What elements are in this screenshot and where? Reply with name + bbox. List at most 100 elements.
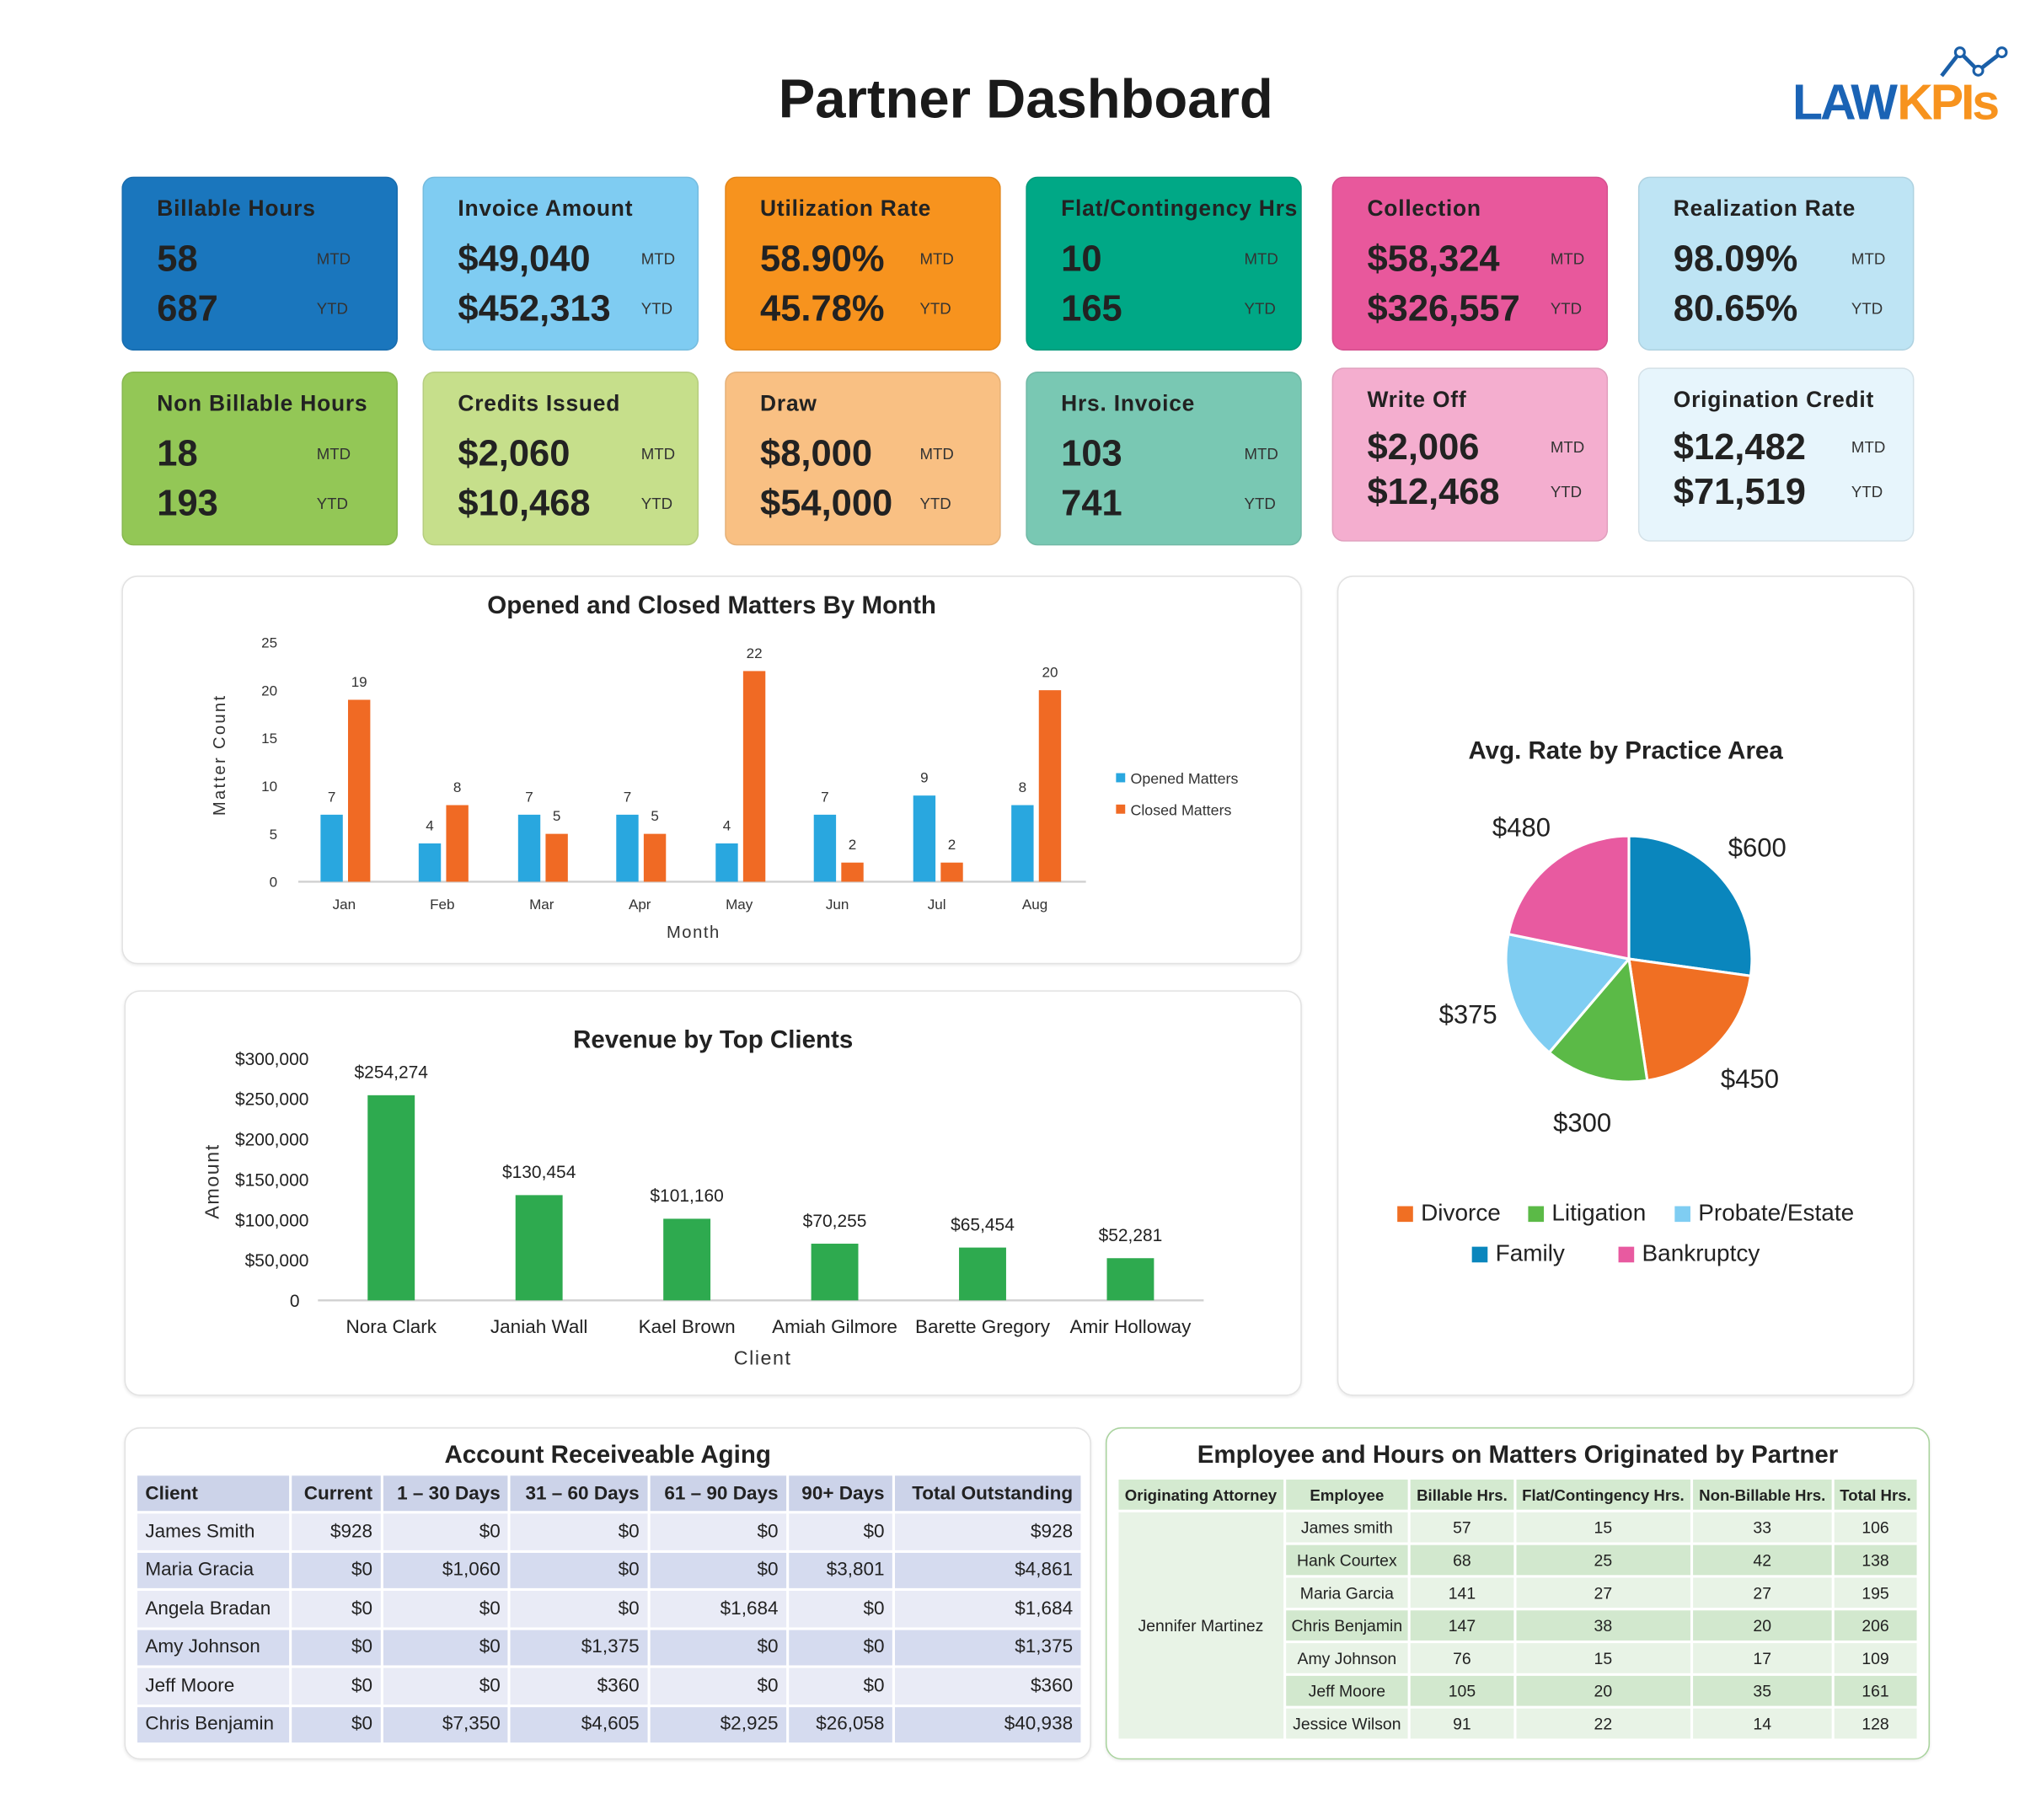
table-row: Jessice Wilson 91 22 14 128 [1118, 1708, 1917, 1739]
table-row: Amy Johnson 76 15 17 109 [1118, 1643, 1917, 1673]
revenue-chart-panel: Revenue by Top Clients [124, 990, 1302, 1396]
bar-opened-matters [813, 814, 837, 882]
table-cell: 15 [1515, 1643, 1690, 1673]
kpi-mtd-value: 58.90% [760, 238, 885, 279]
kpi-card-invoice-amount: Invoice Amount $49,040 $452,313 MTD YTD [422, 176, 699, 351]
column-header: Flat/Contingency Hrs. [1515, 1479, 1690, 1510]
data-label: $52,281 [1099, 1226, 1163, 1245]
kpi-title: Billable Hours [157, 195, 316, 222]
slice-label: $375 [1439, 1000, 1497, 1030]
employee-title: Employee and Hours on Matters Originated… [1197, 1441, 1839, 1469]
table-cell: $0 [650, 1552, 786, 1588]
y-tick-label: 5 [270, 827, 278, 843]
table-cell: Amy Johnson [1285, 1643, 1409, 1673]
pie-slice-divorce [1627, 957, 1753, 1083]
table-cell: Jessice Wilson [1285, 1708, 1409, 1739]
table-cell: $40,938 [895, 1706, 1081, 1743]
data-label: 22 [747, 645, 763, 661]
table-cell: $1,375 [511, 1629, 647, 1666]
legend-label: Family [1495, 1239, 1565, 1266]
kpi-mtd-value: $8,000 [760, 432, 873, 474]
bar-closed-matters [742, 671, 766, 882]
bar-closed-matters [545, 833, 568, 882]
chart-title: Avg. Rate by Practice Area [1468, 737, 1783, 766]
column-header: 31 – 60 Days [511, 1475, 647, 1512]
kpi-card-write-off: Write Off $2,006 $12,468 MTD YTD [1331, 367, 1609, 542]
pie-slice-litigation [1547, 956, 1649, 1084]
legend-item: Divorce [1397, 1200, 1501, 1228]
data-label: 4 [426, 817, 434, 833]
table-cell: $4,605 [511, 1706, 647, 1743]
kpi-ytd-value: 193 [157, 482, 218, 524]
table-cell: 15 [1515, 1512, 1690, 1543]
column-header: Client [137, 1475, 290, 1512]
bar-revenue [367, 1095, 415, 1301]
table-cell: $4,861 [895, 1552, 1081, 1588]
kpi-card-non-billable-hours: Non Billable Hours 18 193 MTD YTD [121, 371, 398, 546]
bar-closed-matters [841, 862, 864, 882]
kpi-ytd-value: $71,519 [1673, 470, 1806, 512]
table-cell: 14 [1693, 1708, 1832, 1739]
table-cell: $0 [788, 1513, 892, 1550]
bar-opened-matters [320, 814, 343, 882]
y-tick-label: $50,000 [245, 1251, 309, 1271]
data-label: 8 [1019, 779, 1027, 795]
legend-swatch [1528, 1205, 1545, 1222]
table-cell: 38 [1515, 1610, 1690, 1641]
x-tick-label: Jan [333, 897, 356, 913]
kpi-title: Draw [760, 391, 817, 416]
y-tick-label: 25 [261, 635, 277, 651]
kpi-ytd-value: 687 [157, 287, 218, 329]
table-cell: $1,684 [650, 1590, 786, 1627]
x-tick-label: Mar [529, 897, 554, 913]
x-tick-label: Janiah Wall [490, 1316, 587, 1337]
table-cell: 17 [1693, 1643, 1832, 1673]
table-row: Chris Benjamin 147 38 20 206 [1118, 1610, 1917, 1641]
lawkpis-logo: LAW KPIs [1790, 45, 2012, 136]
y-tick-label: 0 [290, 1292, 300, 1311]
bar-revenue [811, 1244, 859, 1301]
bar-opened-matters [616, 814, 639, 882]
y-tick-label: $250,000 [235, 1090, 308, 1110]
legend-swatch [1618, 1245, 1635, 1262]
table-cell: 128 [1834, 1708, 1917, 1739]
table-cell: $928 [292, 1513, 381, 1550]
y-axis-title: Matter Count [211, 694, 229, 816]
ar-title: Account Receiveable Aging [444, 1441, 771, 1469]
data-label: 2 [948, 837, 956, 853]
legend-label: Closed Matters [1130, 801, 1231, 818]
column-header: 1 – 30 Days [383, 1475, 509, 1512]
bar-closed-matters [1038, 690, 1062, 882]
pie-slice-bankruptcy [1507, 834, 1631, 961]
table-cell: 106 [1834, 1512, 1917, 1543]
kpi-title: Credits Issued [458, 391, 621, 416]
y-tick-label: 0 [270, 875, 278, 891]
legend-item: Probate/Estate [1674, 1200, 1854, 1228]
table-row: Jeff Moore $0 $0 $360 $0 $0 $360 [137, 1667, 1081, 1705]
legend-label: Divorce [1421, 1199, 1501, 1226]
table-cell: $0 [383, 1590, 509, 1627]
employee-hours-panel: Employee and Hours on Matters Originated… [1105, 1427, 1931, 1760]
table-cell: 33 [1693, 1512, 1832, 1543]
table-cell: $360 [511, 1667, 647, 1705]
table-row: Amy Johnson $0 $0 $1,375 $0 $0 $1,375 [137, 1629, 1081, 1666]
data-label: 20 [1042, 665, 1058, 681]
mtd-label: MTD [919, 249, 954, 269]
table-cell: $360 [895, 1667, 1081, 1705]
column-header: 61 – 90 Days [650, 1475, 786, 1512]
table-cell: 109 [1834, 1643, 1917, 1673]
legend-label: Litigation [1551, 1199, 1647, 1226]
table-cell: $0 [383, 1629, 509, 1666]
data-label: 7 [328, 789, 336, 805]
table-row: Hank Courtex 68 25 42 138 [1118, 1544, 1917, 1576]
table-cell: 27 [1515, 1577, 1690, 1609]
table-cell: $0 [292, 1706, 381, 1743]
bar-revenue [959, 1247, 1006, 1301]
ytd-label: YTD [640, 494, 673, 513]
mtd-label: MTD [1244, 444, 1278, 463]
kpi-ytd-value: 741 [1061, 482, 1122, 524]
data-label: 4 [723, 817, 731, 833]
y-tick-label: 20 [261, 682, 277, 699]
legend-item: Family [1471, 1239, 1565, 1268]
